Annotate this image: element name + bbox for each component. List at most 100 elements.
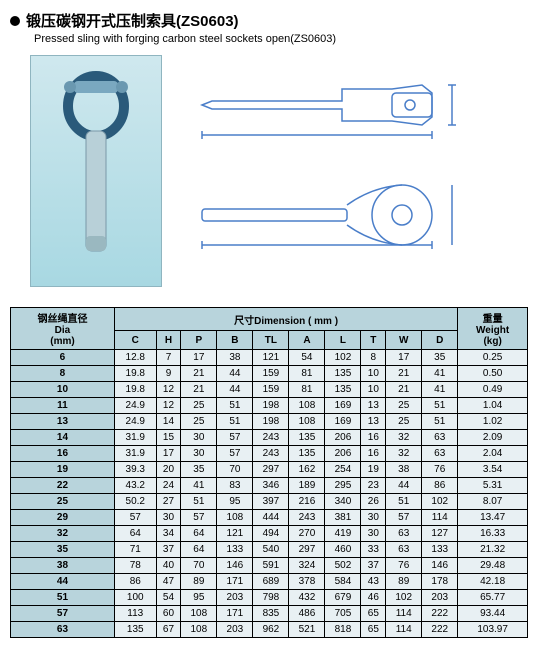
col-c: C: [114, 331, 156, 350]
cell: 16: [361, 446, 386, 462]
cell: 71: [114, 542, 156, 558]
cell: 19.8: [114, 366, 156, 382]
cell: 243: [253, 446, 289, 462]
cell: 146: [422, 558, 458, 574]
wt-cn: 重量: [483, 314, 503, 325]
table-row: 612.87173812154102817350.25: [11, 350, 528, 366]
cell: 432: [289, 590, 325, 606]
title-cn: 锻压碳钢开式压制索具(ZS0603): [26, 10, 239, 31]
wt-unit: (kg): [483, 336, 501, 347]
table-row: 2550.227519539721634026511028.07: [11, 494, 528, 510]
cell: 216: [289, 494, 325, 510]
cell: 133: [217, 542, 253, 558]
cell: 21.32: [458, 542, 528, 558]
cell: 16.33: [458, 526, 528, 542]
cell: 89: [181, 574, 217, 590]
table-row: 631356710820396252181865114222103.97: [11, 622, 528, 638]
cell: 35: [11, 542, 115, 558]
cell: 86: [422, 478, 458, 494]
cell: 1.04: [458, 398, 528, 414]
cell: 114: [422, 510, 458, 526]
cell: 591: [253, 558, 289, 574]
socket-photo-svg: [56, 71, 136, 271]
table-row: 2243.22441833461892952344865.31: [11, 478, 528, 494]
bullet-icon: [10, 16, 20, 26]
cell: 63: [422, 430, 458, 446]
table-row: 1631.91730572431352061632632.04: [11, 446, 528, 462]
cell: 34: [156, 526, 181, 542]
table-row: 1019.8122144159811351021410.49: [11, 382, 528, 398]
cell: 44: [11, 574, 115, 590]
table-row: 1431.91530572431352061632632.09: [11, 430, 528, 446]
product-photo: [30, 55, 162, 287]
cell: 30: [156, 510, 181, 526]
cell: 41: [181, 478, 217, 494]
cell: 114: [386, 606, 422, 622]
cell: 19: [11, 462, 115, 478]
cell: 222: [422, 622, 458, 638]
cell: 43.2: [114, 478, 156, 494]
cell: 14: [11, 430, 115, 446]
cell: 705: [325, 606, 361, 622]
cell: 8.07: [458, 494, 528, 510]
cell: 29: [11, 510, 115, 526]
cell: 57: [11, 606, 115, 622]
cell: 93.44: [458, 606, 528, 622]
table-row: 819.892144159811351021410.50: [11, 366, 528, 382]
cell: 135: [325, 366, 361, 382]
cell: 121: [253, 350, 289, 366]
cell: 133: [422, 542, 458, 558]
cell: 76: [422, 462, 458, 478]
cell: 206: [325, 446, 361, 462]
cell: 324: [289, 558, 325, 574]
title-row: 锻压碳钢开式压制索具(ZS0603): [10, 10, 528, 31]
cell: 25: [386, 398, 422, 414]
cell: 63: [386, 542, 422, 558]
table-row: 29573057108444243381305711413.47: [11, 510, 528, 526]
cell: 243: [253, 430, 289, 446]
cell: 146: [217, 558, 253, 574]
dia-en: Dia: [55, 325, 71, 336]
cell: 102: [386, 590, 422, 606]
cell: 20: [156, 462, 181, 478]
cell: 70: [181, 558, 217, 574]
cell: 108: [181, 606, 217, 622]
cell: 9: [156, 366, 181, 382]
cell: 108: [289, 414, 325, 430]
cell: 2.04: [458, 446, 528, 462]
cell: 419: [325, 526, 361, 542]
cell: 78: [114, 558, 156, 574]
cell: 81: [289, 366, 325, 382]
side-view-drawing: [192, 65, 472, 155]
cell: 44: [217, 382, 253, 398]
cell: 95: [217, 494, 253, 510]
cell: 57: [386, 510, 422, 526]
cell: 89: [386, 574, 422, 590]
cell: 679: [325, 590, 361, 606]
cell: 31.9: [114, 430, 156, 446]
cell: 42.18: [458, 574, 528, 590]
cell: 24.9: [114, 398, 156, 414]
table-row: 1939.32035702971622541938763.54: [11, 462, 528, 478]
cell: 29.48: [458, 558, 528, 574]
cell: 33: [361, 542, 386, 558]
cell: 0.49: [458, 382, 528, 398]
cell: 65.77: [458, 590, 528, 606]
cell: 26: [361, 494, 386, 510]
cell: 108: [181, 622, 217, 638]
cell: 689: [253, 574, 289, 590]
cell: 222: [422, 606, 458, 622]
cell: 1.02: [458, 414, 528, 430]
table-row: 38784070146591324502377614629.48: [11, 558, 528, 574]
cell: 21: [386, 382, 422, 398]
col-p: P: [181, 331, 217, 350]
cell: 51: [181, 494, 217, 510]
cell: 13: [361, 398, 386, 414]
cell: 64: [181, 526, 217, 542]
cell: 24.9: [114, 414, 156, 430]
cell: 198: [253, 414, 289, 430]
cell: 962: [253, 622, 289, 638]
cell: 14: [156, 414, 181, 430]
cell: 51: [422, 414, 458, 430]
col-l: L: [325, 331, 361, 350]
